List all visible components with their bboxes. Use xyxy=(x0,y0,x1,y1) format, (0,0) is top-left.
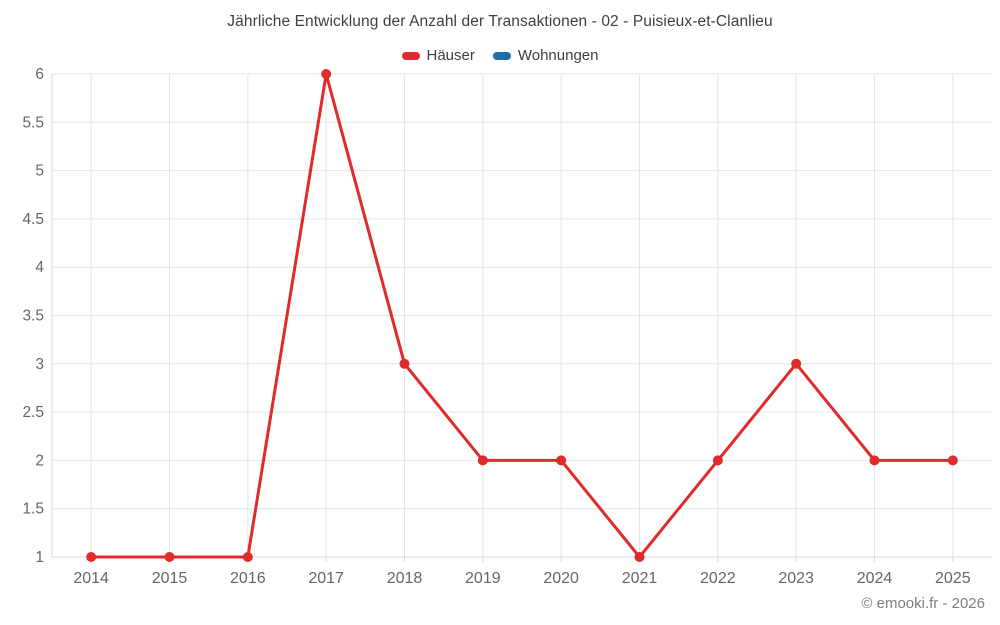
x-axis-tick-label: 2014 xyxy=(73,570,109,587)
chart-title: Jährliche Entwicklung der Anzahl der Tra… xyxy=(227,13,773,30)
y-axis-tick-label: 3.5 xyxy=(22,308,44,325)
data-point[interactable] xyxy=(164,552,175,562)
y-axis-tick-label: 1.5 xyxy=(22,501,44,518)
legend: Häuser Wohnungen xyxy=(0,47,1000,64)
y-axis-tick-label: 2 xyxy=(35,452,44,469)
y-axis-tick-label: 4 xyxy=(35,259,44,276)
legend-item-häuser[interactable]: Häuser xyxy=(401,47,475,64)
x-axis-tick-label: 2016 xyxy=(230,570,266,587)
copyright-notice: © emooki.fr - 2026 xyxy=(861,595,985,612)
legend-swatch-icon xyxy=(492,51,511,60)
data-point[interactable] xyxy=(242,552,253,562)
x-axis-tick-label: 2023 xyxy=(778,570,814,587)
y-axis-tick-label: 5 xyxy=(35,163,44,180)
y-axis-tick-label: 2.5 xyxy=(22,404,44,421)
data-point[interactable] xyxy=(556,455,567,466)
y-axis-tick-label: 3 xyxy=(35,356,44,373)
y-axis-tick-label: 1 xyxy=(35,549,44,566)
x-axis-tick-label: 2022 xyxy=(700,570,736,587)
data-point[interactable] xyxy=(86,552,97,562)
data-point[interactable] xyxy=(869,455,880,466)
x-axis-tick-label: 2024 xyxy=(857,570,893,587)
legend-label: Häuser xyxy=(426,47,475,64)
data-point[interactable] xyxy=(791,358,802,369)
y-axis-tick-label: 5.5 xyxy=(22,114,44,131)
data-point[interactable] xyxy=(634,552,645,562)
series-häuser xyxy=(86,69,958,562)
x-axis-tick-label: 2015 xyxy=(152,570,188,587)
x-axis-tick-label: 2017 xyxy=(308,570,344,587)
data-point[interactable] xyxy=(477,455,488,466)
x-axis-tick-label: 2021 xyxy=(622,570,658,587)
x-axis-tick-label: 2025 xyxy=(935,570,971,587)
data-point[interactable] xyxy=(712,455,723,466)
data-point[interactable] xyxy=(321,69,332,79)
data-point[interactable] xyxy=(947,455,958,466)
legend-swatch-icon xyxy=(401,51,420,60)
series-line xyxy=(89,72,955,559)
data-point[interactable] xyxy=(399,358,410,369)
x-axis-tick-label: 2020 xyxy=(543,570,579,587)
y-axis-tick-label: 6 xyxy=(35,66,44,83)
y-axis-tick-label: 4.5 xyxy=(22,211,44,228)
legend-item-wohnungen[interactable]: Wohnungen xyxy=(492,47,599,64)
legend-label: Wohnungen xyxy=(517,47,599,64)
x-axis-tick-label: 2018 xyxy=(387,570,423,587)
x-axis-tick-label: 2019 xyxy=(465,570,501,587)
